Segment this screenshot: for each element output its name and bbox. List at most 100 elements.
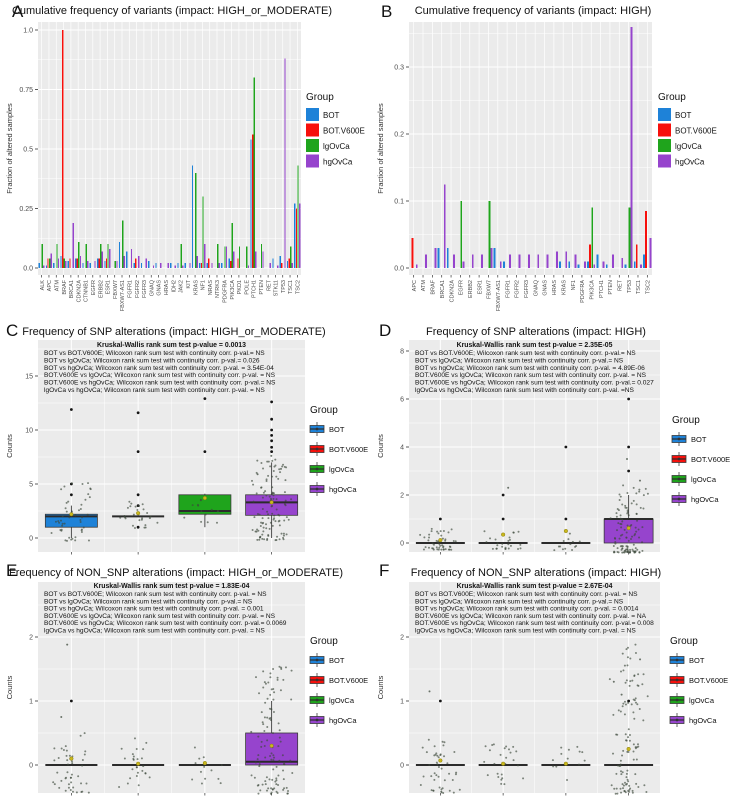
svg-text:0.0: 0.0	[394, 265, 404, 272]
svg-text:NRAS: NRAS	[208, 280, 214, 296]
svg-text:TP53: TP53	[281, 280, 287, 293]
svg-text:TSC1: TSC1	[636, 280, 642, 294]
svg-text:lgOvCa: lgOvCa	[691, 475, 717, 484]
svg-text:PDGFRA: PDGFRA	[222, 280, 228, 303]
svg-text:8: 8	[400, 348, 404, 355]
svg-text:NF1: NF1	[201, 280, 207, 290]
mean-marker	[269, 743, 274, 748]
svg-text:EGFR: EGFR	[459, 280, 465, 295]
svg-text:BOT.V600E: BOT.V600E	[691, 455, 730, 464]
svg-text:PIK3CA: PIK3CA	[589, 280, 595, 300]
svg-text:hgOvCa: hgOvCa	[691, 495, 719, 504]
svg-text:15: 15	[25, 373, 33, 380]
svg-text:NF1: NF1	[571, 280, 577, 290]
pairwise-test-label: BOT vs lgOvCa; Wilcoxon rank sum test wi…	[44, 598, 253, 605]
mean-marker	[69, 756, 74, 761]
mean-marker	[438, 538, 443, 543]
svg-text:HRAS: HRAS	[552, 280, 558, 296]
svg-text:POLE: POLE	[244, 280, 250, 295]
svg-text:BOT.V600E: BOT.V600E	[329, 445, 368, 454]
panel-e-box-plot: Kruskal-Wallis rank sum test p-value = 1…	[0, 560, 371, 805]
svg-text:lgOvCa: lgOvCa	[329, 696, 355, 705]
svg-text:ALK: ALK	[40, 280, 46, 291]
panel-e-title: Frequency of NON_SNP alterations (impact…	[9, 567, 343, 579]
svg-text:lgOvCa: lgOvCa	[675, 142, 702, 151]
svg-text:PTCH1: PTCH1	[599, 280, 605, 298]
pairwise-test-label: BOT.V600E vs lgOvCa; Wilcoxon rank sum t…	[44, 372, 276, 379]
y-axis-label: Fraction of altered samples	[5, 103, 14, 194]
panel-f-box-plot: Kruskal-Wallis rank sum test p-value = 2…	[371, 560, 742, 805]
svg-text:ERBB2: ERBB2	[468, 280, 474, 298]
mean-marker	[626, 526, 631, 531]
y-axis-label: Counts	[376, 434, 385, 458]
legend-title: Group	[658, 92, 686, 103]
mean-marker	[269, 500, 274, 505]
svg-text:0.5: 0.5	[23, 146, 33, 153]
svg-text:FBXW7-AS1: FBXW7-AS1	[120, 280, 126, 311]
svg-text:0: 0	[400, 540, 404, 547]
legend-key-swatch	[658, 108, 671, 121]
pairwise-test-label: BOT.V600E vs hgOvCa; Wilcoxon rank sum t…	[44, 380, 276, 387]
pairwise-test-label: BOT.V600E vs hgOvCa; Wilcoxon rank sum t…	[44, 620, 287, 627]
legend-key-swatch	[658, 139, 671, 152]
svg-text:APC: APC	[47, 280, 53, 291]
mean-marker	[202, 761, 207, 766]
panel-f-plot: Kruskal-Wallis rank sum test p-value = 2…	[376, 582, 728, 796]
svg-text:BRCA1: BRCA1	[440, 280, 446, 298]
svg-text:BRAF: BRAF	[431, 279, 437, 294]
svg-text:NTRK3: NTRK3	[215, 280, 221, 298]
panel-c-box-plot: Kruskal-Wallis rank sum test p-value = 0…	[0, 320, 371, 560]
pairwise-test-label: lgOvCa vs hgOvCa; Wilcoxon rank sum test…	[44, 628, 265, 635]
svg-text:GNAS: GNAS	[543, 280, 549, 296]
mean-marker	[438, 758, 443, 763]
legend-key-swatch	[306, 108, 319, 121]
svg-text:hgOvCa: hgOvCa	[323, 158, 353, 167]
panel-a-plot: ALK APC ATM BRAF BRCA1 CDKN2A CTNNB1 EGFR ERBB2 E…	[5, 22, 365, 311]
svg-text:BOT.V600E: BOT.V600E	[329, 676, 368, 685]
svg-text:FGFR2: FGFR2	[515, 280, 521, 298]
panel-c-plot: Kruskal-Wallis rank sum test p-value = 0…	[5, 340, 368, 555]
mean-marker	[202, 495, 207, 501]
svg-text:FGFR2: FGFR2	[135, 280, 141, 298]
svg-text:HRAS: HRAS	[164, 280, 170, 296]
svg-text:CDKN2A: CDKN2A	[76, 280, 82, 303]
svg-text:PKD1: PKD1	[237, 280, 243, 294]
legend-key-swatch	[306, 139, 319, 152]
pairwise-test-label: BOT.V600E vs hgOvCa; Wilcoxon rank sum t…	[415, 620, 654, 627]
svg-text:BOT.V600E: BOT.V600E	[689, 676, 728, 685]
pairwise-test-label: BOT vs BOT.V600E; Wilcoxon rank sum test…	[44, 350, 265, 357]
panel-c-title: Frequency of SNP alterations (impact: HI…	[22, 326, 326, 338]
legend-title: Group	[310, 405, 338, 416]
mean-marker	[563, 761, 568, 766]
svg-text:TSC1: TSC1	[288, 280, 294, 294]
pairwise-test-label: BOT vs BOT.V600E; Wilcoxon rank sum test…	[415, 591, 638, 598]
svg-text:KRAS: KRAS	[193, 280, 199, 295]
svg-text:BOT.V600E: BOT.V600E	[675, 127, 717, 136]
legend-title: Group	[670, 636, 698, 647]
svg-text:KIT: KIT	[186, 279, 192, 288]
panel-e-letter: E	[6, 561, 18, 580]
panel-c-letter: C	[6, 321, 19, 340]
mean-marker	[501, 532, 506, 537]
pairwise-test-label: BOT.V600E vs lgOvCa; Wilcoxon rank sum t…	[415, 613, 647, 620]
svg-text:hgOvCa: hgOvCa	[689, 716, 717, 725]
panel-f-letter: F	[379, 561, 390, 580]
svg-text:FBXW7: FBXW7	[113, 280, 119, 299]
svg-text:PIK3CA: PIK3CA	[230, 280, 236, 300]
svg-text:GNAS: GNAS	[157, 280, 163, 296]
svg-text:RET: RET	[266, 279, 272, 291]
svg-text:2: 2	[400, 492, 404, 499]
svg-text:RET: RET	[617, 279, 623, 291]
panel-d-title: Frequency of SNP alterations (impact: HI…	[426, 326, 646, 338]
svg-text:BOT: BOT	[329, 656, 345, 665]
svg-text:6: 6	[400, 396, 404, 403]
svg-text:hgOvCa: hgOvCa	[329, 716, 357, 725]
svg-text:2: 2	[400, 634, 404, 641]
svg-text:hgOvCa: hgOvCa	[675, 158, 705, 167]
svg-text:ESR1: ESR1	[106, 280, 112, 294]
panel-a-bar-chart: ALK APC ATM BRAF BRCA1 CDKN2A CTNNB1 EGFR ERBB2 E…	[0, 0, 371, 320]
y-axis-label: Counts	[5, 675, 14, 699]
svg-text:lgOvCa: lgOvCa	[323, 142, 350, 151]
panel-b-title: Cumulative frequency of variants (impact…	[414, 5, 652, 17]
svg-text:EGFR: EGFR	[91, 280, 97, 295]
